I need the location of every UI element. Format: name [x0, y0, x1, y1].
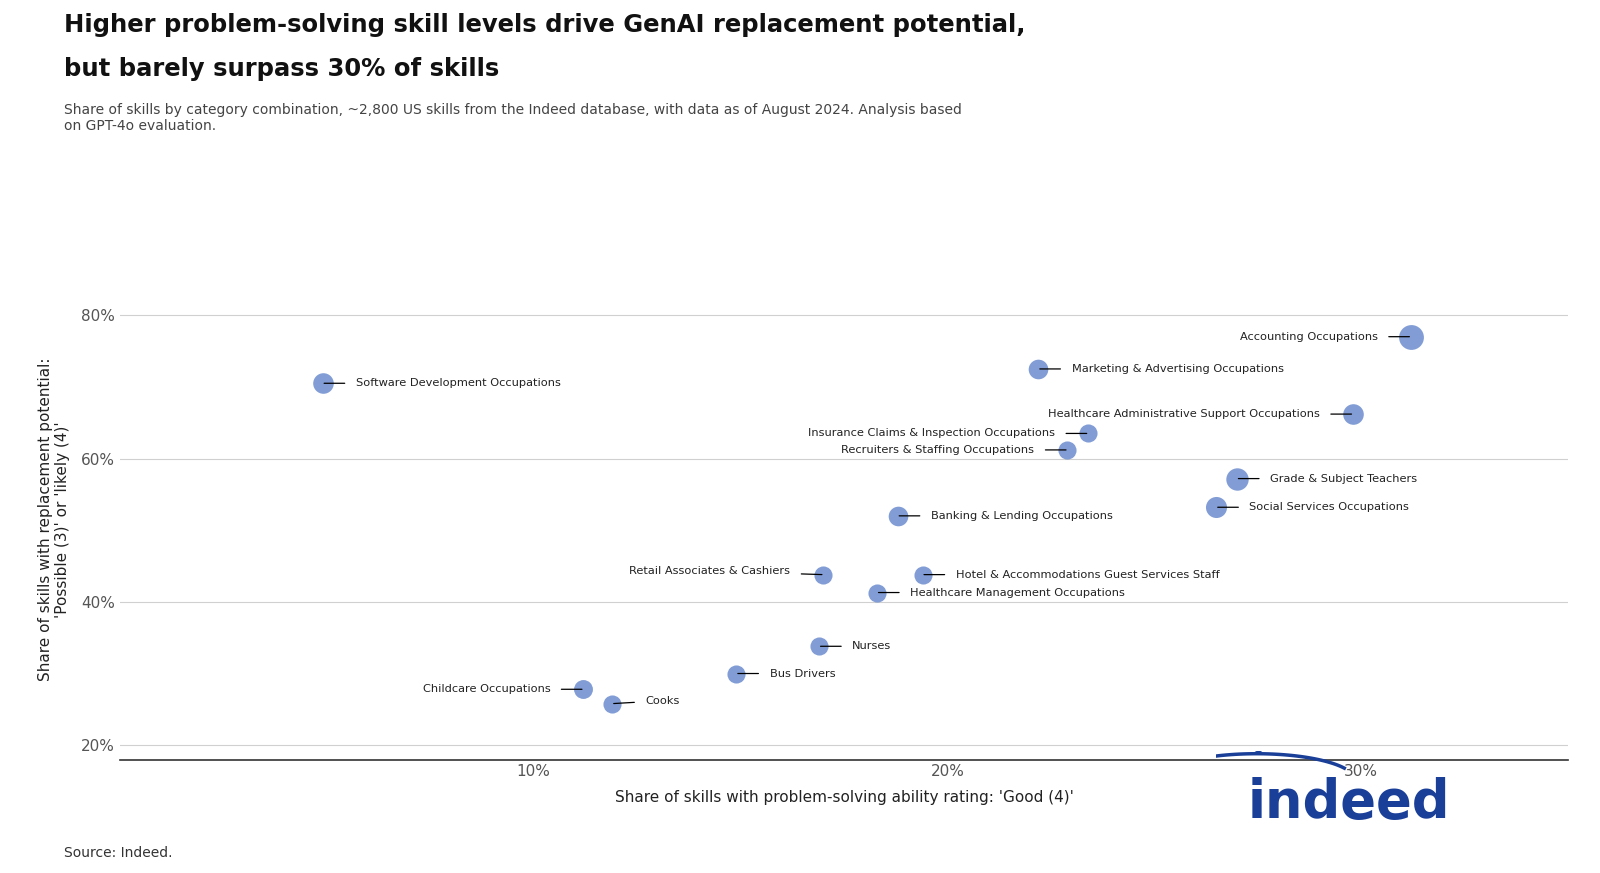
- Text: Cooks: Cooks: [614, 696, 680, 705]
- Text: Software Development Occupations: Software Development Occupations: [325, 378, 560, 388]
- Text: Healthcare Administrative Support Occupations: Healthcare Administrative Support Occupa…: [1048, 409, 1352, 419]
- Point: [1203, 500, 1229, 514]
- Point: [310, 376, 336, 390]
- Point: [885, 509, 910, 523]
- Point: [806, 639, 832, 653]
- Point: [1224, 471, 1250, 485]
- Text: Higher problem-solving skill levels drive GenAI replacement potential,: Higher problem-solving skill levels driv…: [64, 13, 1026, 37]
- Point: [1398, 330, 1424, 344]
- Text: Recruiters & Staffing Occupations: Recruiters & Staffing Occupations: [842, 445, 1066, 455]
- Text: Grade & Subject Teachers: Grade & Subject Teachers: [1238, 473, 1418, 484]
- Text: Childcare Occupations: Childcare Occupations: [422, 684, 582, 694]
- Text: Marketing & Advertising Occupations: Marketing & Advertising Occupations: [1040, 364, 1283, 374]
- Text: Insurance Claims & Inspection Occupations: Insurance Claims & Inspection Occupation…: [808, 429, 1086, 438]
- Point: [1075, 426, 1101, 440]
- Point: [571, 683, 597, 697]
- Text: Accounting Occupations: Accounting Occupations: [1240, 332, 1410, 341]
- Text: Retail Associates & Cashiers: Retail Associates & Cashiers: [629, 566, 822, 576]
- Text: Healthcare Management Occupations: Healthcare Management Occupations: [878, 588, 1125, 597]
- Text: Share of skills by category combination, ~2,800 US skills from the Indeed databa: Share of skills by category combination,…: [64, 103, 962, 134]
- Point: [1026, 362, 1051, 376]
- Point: [600, 697, 626, 711]
- Text: indeed: indeed: [1248, 777, 1451, 829]
- Text: Source: Indeed.: Source: Indeed.: [64, 846, 173, 860]
- Point: [910, 567, 936, 581]
- Point: [1245, 739, 1270, 753]
- Text: Hotel & Accommodations Guest Services Staff: Hotel & Accommodations Guest Services St…: [923, 569, 1219, 580]
- Text: Bus Drivers: Bus Drivers: [738, 669, 835, 678]
- Point: [1341, 407, 1366, 421]
- Text: Nurses: Nurses: [821, 642, 891, 651]
- Point: [864, 586, 890, 600]
- Y-axis label: Share of skills with replacement potential:
'Possible (3)' or 'likely (4)': Share of skills with replacement potenti…: [38, 358, 70, 681]
- X-axis label: Share of skills with problem-solving ability rating: 'Good (4)': Share of skills with problem-solving abi…: [614, 790, 1074, 806]
- Point: [723, 666, 749, 680]
- Text: Banking & Lending Occupations: Banking & Lending Occupations: [899, 511, 1112, 521]
- Point: [811, 567, 837, 581]
- Text: Social Services Occupations: Social Services Occupations: [1218, 502, 1410, 512]
- Text: but barely surpass 30% of skills: but barely surpass 30% of skills: [64, 57, 499, 80]
- Point: [1054, 443, 1080, 457]
